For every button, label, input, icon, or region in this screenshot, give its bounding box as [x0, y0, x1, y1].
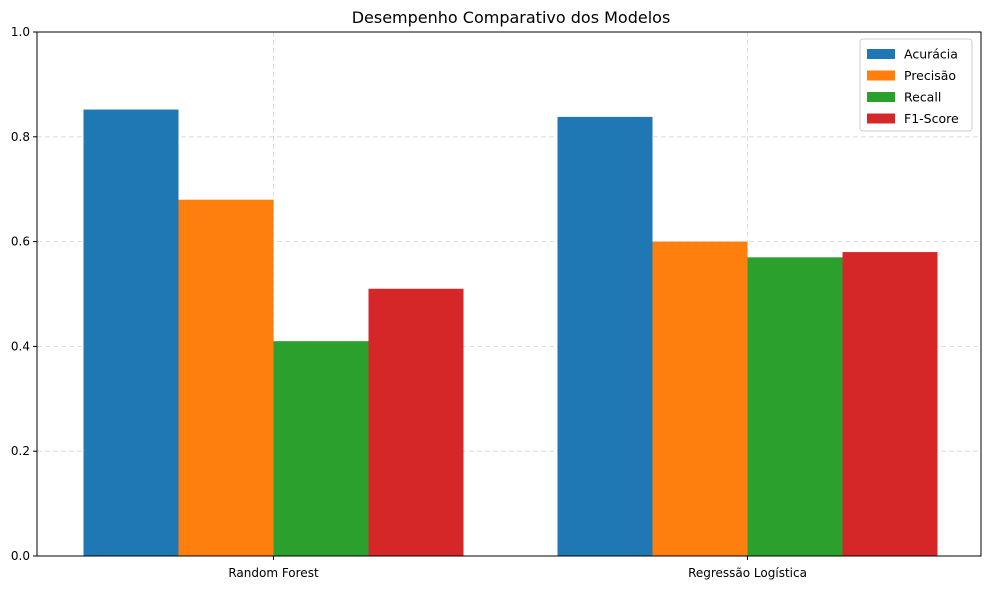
plot-area-frame [36, 31, 982, 557]
legend-swatch [867, 49, 895, 59]
legend-label: Acurácia [904, 47, 958, 62]
y-tick-label: 0.0 [11, 549, 30, 563]
bar-acur-cia-0 [83, 109, 179, 556]
legend: Acurácia Precisão Recall F1-Score [859, 38, 973, 132]
legend-label: F1-Score [904, 111, 959, 126]
bars [83, 109, 938, 556]
y-tick-label: 0.2 [11, 444, 30, 458]
y-tick-label: 1.0 [11, 25, 30, 39]
y-tick-label: 0.8 [11, 130, 30, 144]
x-tick-label: Regressão Logística [688, 566, 807, 580]
x-tick-label: Random Forest [228, 566, 319, 580]
bar-recall-0 [273, 341, 369, 556]
axes: 0.0 0.2 0.4 0.6 0.8 1.0 Random Forest Regressão… [11, 25, 807, 580]
bar-recall-1 [747, 257, 843, 556]
bar-precis-o-0 [178, 199, 274, 556]
y-tick-label: 0.4 [11, 339, 30, 353]
legend-swatch [867, 113, 895, 124]
bar-precis-o-1 [652, 241, 748, 556]
bar-f1-score-1 [842, 252, 938, 556]
legend-label: Precisão [904, 68, 956, 83]
bar-f1-score-0 [368, 288, 464, 556]
legend-swatch [867, 70, 895, 81]
bar-acur-cia-1 [557, 116, 653, 556]
legend-box [859, 38, 973, 132]
legend-swatch [867, 92, 895, 102]
y-tick-label: 0.6 [11, 235, 30, 249]
chart-title: Desempenho Comparativo dos Modelos [352, 8, 671, 27]
legend-label: Recall [904, 90, 941, 105]
